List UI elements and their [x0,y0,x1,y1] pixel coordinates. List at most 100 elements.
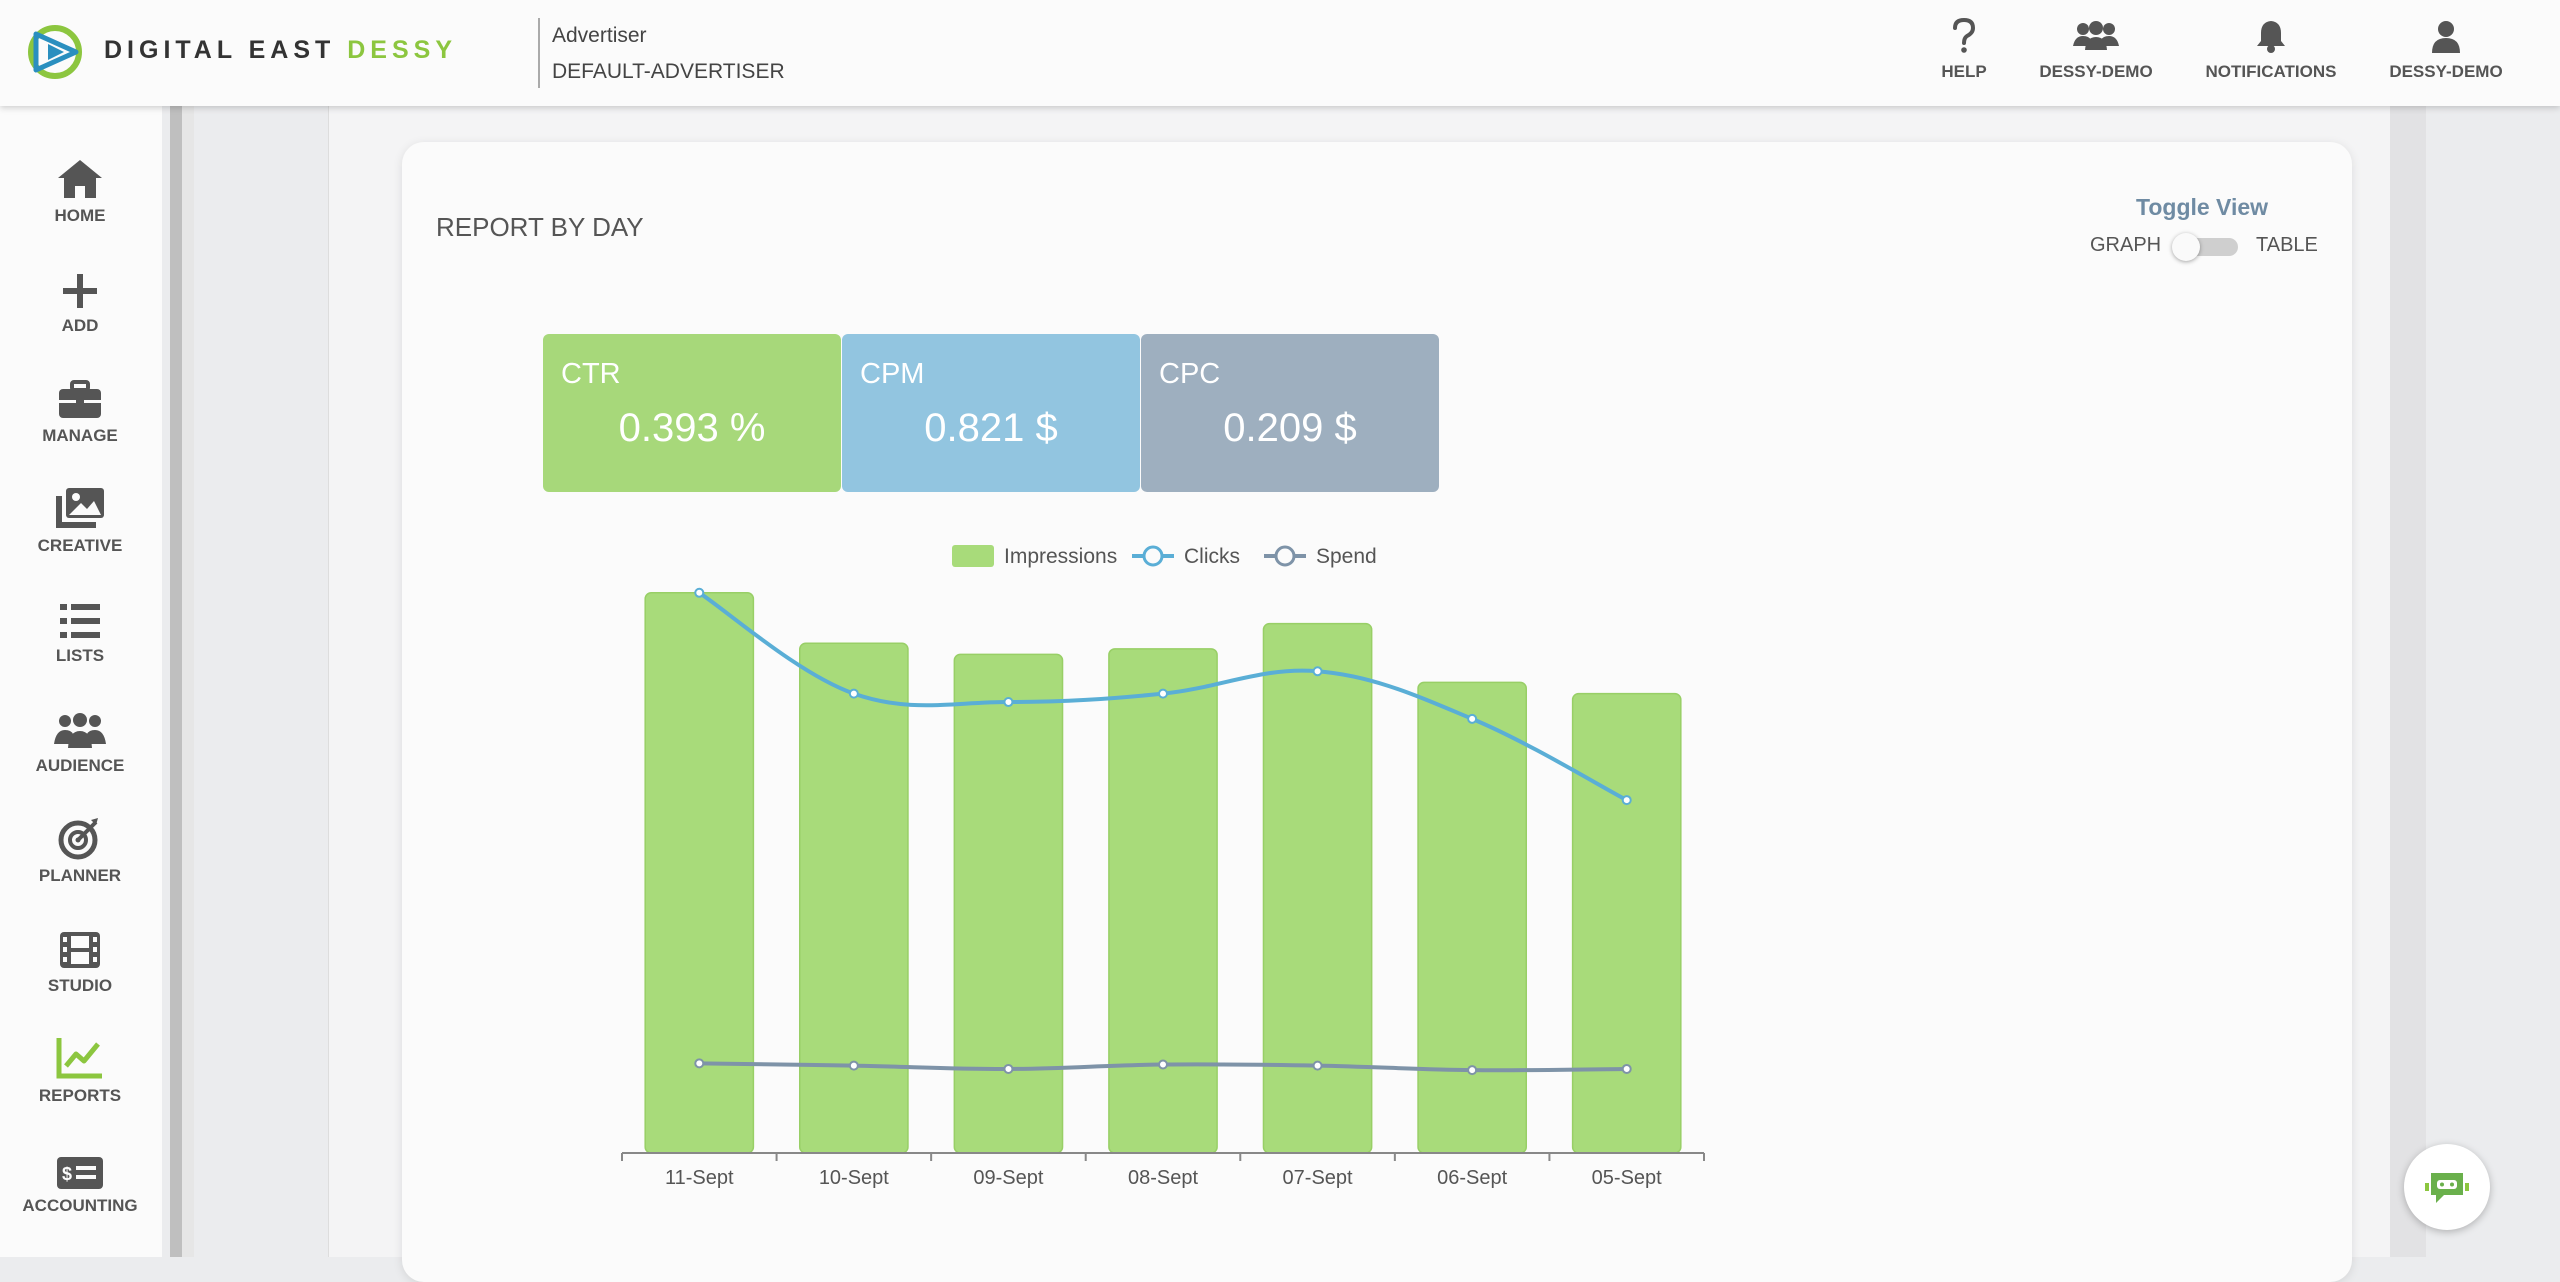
metric-card-cpc: CPC 0.209 $ [1141,334,1439,492]
clicks-point [848,688,859,699]
impressions-bar [1417,681,1527,1154]
impressions-legend-label: Impressions [1004,545,1117,568]
user-icon [2432,21,2460,53]
question-icon [1953,18,1976,53]
plus-icon [63,274,97,308]
x-axis-tick-label: 10-Sept [819,1167,889,1189]
clicks-legend-marker [1142,545,1164,567]
bell-icon [2257,21,2285,53]
content-frame-edge [2390,106,2426,1257]
spend-point [1621,1063,1632,1074]
images-icon [56,488,104,528]
sidebar-scrollbar[interactable] [170,106,182,1257]
sidebar-item-manage[interactable]: MANAGE [0,372,160,446]
x-axis-tick-label: 07-Sept [1283,1167,1353,1189]
brand-name[interactable]: DIGITAL EAST DESSY [104,36,457,65]
toggle-graph-label: GRAPH [2090,234,2162,256]
topnav-user[interactable]: DESSY-DEMO [2384,18,2508,82]
topnav-user-label: DESSY-DEMO [2389,62,2503,81]
x-axis-tick-label: 09-Sept [973,1167,1043,1189]
top-header: DIGITAL EAST DESSY Advertiser DEFAULT-AD… [0,0,2560,106]
topnav-account-label: DESSY-DEMO [2039,62,2153,81]
chat-bot-icon [2425,1173,2469,1203]
sidebar-item-accounting-label: ACCOUNTING [22,1196,138,1215]
sidebar-item-audience-label: AUDIENCE [35,756,125,775]
spend-point [1312,1060,1323,1071]
spend-point [1158,1059,1168,1070]
spend-point [1003,1063,1014,1074]
spend-point [848,1060,859,1071]
sidebar-item-creative[interactable]: CREATIVE [0,482,160,556]
impressions-bar [953,653,1064,1154]
x-axis-tick-label: 06-Sept [1437,1167,1507,1189]
sidebar-item-audience[interactable]: AUDIENCE [0,702,160,776]
report-title: REPORT BY DAY [436,212,644,242]
topnav-notifications-label: NOTIFICATIONS [2205,62,2337,81]
money-icon: $ [57,1157,103,1189]
metric-name: CPC [1159,358,1221,390]
sidebar-item-accounting[interactable]: $ ACCOUNTING [0,1142,160,1216]
sidebar-item-studio-label: STUDIO [47,976,113,995]
x-axis-tick-label: 08-Sept [1128,1167,1198,1189]
impressions-bar [1262,622,1373,1154]
clicks-point [1621,795,1632,806]
sidebar-item-add-label: ADD [61,316,99,335]
metric-name: CTR [561,358,621,390]
sidebar-item-home-label: HOME [54,206,106,225]
clicks-point [1003,697,1014,708]
brand-name-part1: DIGITAL EAST [104,36,348,64]
spend-legend-marker [1274,545,1296,567]
chat-button[interactable] [2404,1144,2490,1230]
advertiser-label: Advertiser [552,24,647,47]
sidebar-item-manage-label: MANAGE [42,426,118,445]
metric-card-cpm: CPM 0.821 $ [842,334,1140,492]
impressions-bar [644,592,755,1154]
clicks-point [1312,666,1323,677]
sidebar-item-studio[interactable]: STUDIO [0,922,160,996]
target-icon [58,818,98,860]
clicks-point [1467,713,1478,724]
sidebar-item-planner-label: PLANNER [38,866,122,885]
users-icon [2073,21,2119,50]
spend-point [694,1058,705,1069]
clicks-point [694,587,705,598]
topnav-notifications[interactable]: NOTIFICATIONS [2200,18,2342,82]
spend-legend-label: Spend [1316,545,1377,568]
topnav-help[interactable]: HELP [1940,18,1988,82]
svg-text:$: $ [62,1164,72,1184]
film-icon [60,932,100,968]
metric-card-ctr: CTR 0.393 % [543,334,841,492]
spend-point [1467,1065,1478,1076]
metric-value: 0.393 % [618,406,766,450]
topnav-account[interactable]: DESSY-DEMO [2034,18,2158,82]
chart-line-icon [56,1038,102,1079]
brand-name-part2: DESSY [347,36,458,64]
sidebar-item-lists-label: LISTS [55,646,105,665]
clicks-legend-label: Clicks [1184,545,1240,568]
briefcase-icon [59,380,101,418]
audience-icon [54,713,106,748]
sidebar-item-creative-label: CREATIVE [37,536,123,555]
brand-logo-icon [28,25,82,79]
topnav-help-label: HELP [1941,62,1987,81]
sidebar-item-reports[interactable]: REPORTS [0,1032,160,1106]
toggle-table-label: TABLE [2256,234,2318,256]
toggle-view-title: Toggle View [2136,194,2269,220]
impressions-bar [799,642,909,1154]
sidebar: HOME ADD MANAGE CREATIVE LISTS AUDIENCE … [0,106,162,1257]
sidebar-item-reports-label: REPORTS [38,1086,122,1105]
x-axis-tick-label: 11-Sept [665,1167,734,1189]
sidebar-item-lists[interactable]: LISTS [0,592,160,666]
advertiser-selector[interactable]: DEFAULT-ADVERTISER [552,60,785,83]
metric-value: 0.821 $ [924,406,1058,450]
sidebar-item-home[interactable]: HOME [0,152,160,226]
view-toggle-switch[interactable] [2172,233,2238,261]
view-toggle-knob[interactable] [2172,233,2200,261]
sidebar-item-add[interactable]: ADD [0,262,160,336]
sidebar-item-planner[interactable]: PLANNER [0,812,160,886]
impressions-bar [1571,692,1682,1154]
sidebar-gutter [182,106,194,1257]
header-divider [538,18,540,88]
metric-value: 0.209 $ [1223,406,1357,450]
